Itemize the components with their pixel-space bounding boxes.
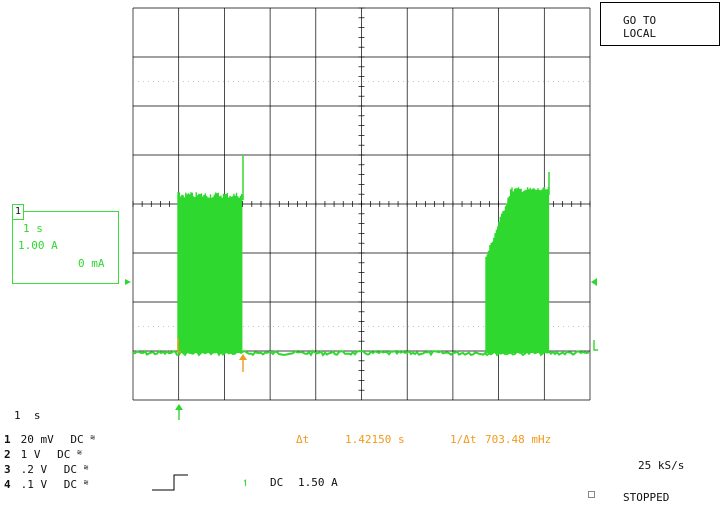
bandwidth-limit-icon: ≋	[83, 463, 89, 472]
channel-number: 3	[4, 463, 11, 476]
timebase-readout: 1 s	[14, 409, 41, 422]
trigger-level-marker-icon	[591, 278, 597, 286]
burst-1	[177, 192, 243, 353]
channel-volts: 20 mV	[20, 433, 54, 446]
bandwidth-limit-icon: ≋	[83, 478, 89, 487]
channel-volts: .1 V	[20, 478, 48, 491]
channel-box-offset: 0 mA	[78, 257, 105, 270]
channel-ground-marker-icon	[125, 279, 131, 285]
channel-number: 2	[4, 448, 11, 461]
channel-number: 1	[4, 433, 11, 446]
go-to-local-line1: GO TO	[623, 14, 657, 27]
inverse-delta-t-label: 1/Δt	[450, 433, 477, 446]
channel-row-1[interactable]: 1 20 mV DC ≋	[4, 433, 95, 446]
channel-coupling: DC	[63, 463, 77, 476]
trigger-coupling: DC	[270, 476, 284, 489]
delta-t-label: Δt	[296, 433, 310, 446]
channel-box-timebase: 1 s	[23, 222, 43, 235]
channel-coupling: DC	[57, 448, 71, 461]
cursor-a-icon	[177, 338, 181, 353]
channel-coupling: DC	[63, 478, 77, 491]
delta-t-value: 1.42150 s	[345, 433, 405, 446]
run-state-icon[interactable]	[588, 491, 595, 498]
trigger-level: 1.50 A	[298, 476, 338, 489]
trigger-position-arrow-icon	[175, 404, 183, 410]
trigger-edge-icon	[152, 474, 188, 491]
sample-rate: 25 kS/s	[638, 459, 685, 472]
channel-row-3[interactable]: 3 .2 V DC ≋	[4, 463, 88, 476]
channel-coupling: DC	[70, 433, 84, 446]
burst-2	[485, 187, 550, 353]
channel-box-scale: 1.00 A	[18, 239, 58, 252]
channel-volts: 1 V	[20, 448, 41, 461]
frequency-value: 703.48 mHz	[485, 433, 552, 446]
channel-1-trace	[132, 155, 590, 357]
go-to-local-line2: LOCAL	[623, 27, 657, 40]
bandwidth-limit-icon: ≋	[77, 448, 82, 457]
cursor-b-arrow-icon	[239, 354, 247, 360]
channel-1-info-box[interactable]: 1 1 s 1.00 A 0 mA	[12, 204, 119, 284]
graticule	[132, 7, 591, 401]
trigger-source-icon: ↿	[242, 475, 250, 489]
run-state: STOPPED	[623, 491, 670, 504]
channel-row-2[interactable]: 2 1 V DC ≋	[4, 448, 82, 461]
channel-row-4[interactable]: 4 .1 V DC ≋	[4, 478, 88, 491]
channel-ref-marker-icon	[593, 340, 598, 351]
cursor-markers	[125, 278, 598, 420]
bandwidth-limit-icon: ≋	[90, 433, 96, 442]
channel-number-badge: 1	[12, 204, 24, 220]
channel-volts: .2 V	[20, 463, 48, 476]
go-to-local-button[interactable]: GO TO LOCAL	[600, 2, 720, 46]
channel-number: 4	[4, 478, 11, 491]
